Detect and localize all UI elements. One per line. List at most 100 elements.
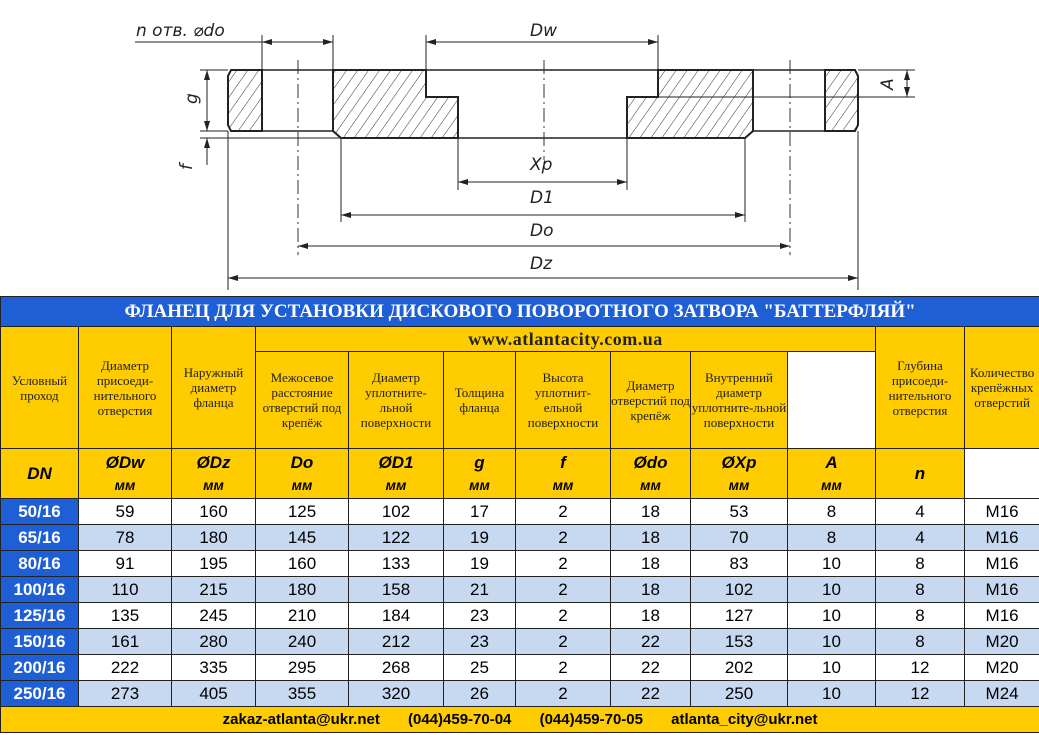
unit: мм: [728, 476, 750, 493]
value-cell: 10: [787, 550, 876, 577]
value-cell: 4: [875, 498, 965, 525]
column-header: Диаметр уплотните-льной поверхности: [348, 351, 444, 449]
value-cell: 250: [690, 680, 788, 707]
value-cell: 2: [515, 628, 611, 655]
value-cell: 2: [515, 576, 611, 603]
unit: мм: [114, 476, 136, 493]
value-cell: 245: [171, 602, 256, 629]
table-row: 100/16 110 215 180 158 21 2 18 102 10 8 M16: [0, 576, 1039, 603]
value-cell: 280: [171, 628, 256, 655]
value-cell: 212: [348, 628, 444, 655]
table-row: 80/16 91 195 160 133 19 2 18 83 10 8 M16: [0, 550, 1039, 577]
value-cell: 405: [171, 680, 256, 707]
column-symbol: ØD1 мм: [348, 448, 444, 499]
value-cell: 4: [875, 524, 965, 551]
value-cell: 18: [610, 498, 691, 525]
column-header: Глубина присоеди-нительного отверстия: [875, 326, 965, 449]
dn-cell: 100/16: [0, 576, 79, 603]
value-cell: 10: [787, 628, 876, 655]
column-header: Наружный диаметр фланца: [171, 326, 256, 449]
value-cell: 102: [348, 498, 444, 525]
table-row: 65/16 78 180 145 122 19 2 18 70 8 4 M16: [0, 524, 1039, 551]
value-cell: 70: [690, 524, 788, 551]
value-cell: 8: [875, 550, 965, 577]
symbol: Do: [290, 452, 314, 472]
xp-label: Xp: [529, 155, 553, 175]
email-link-2[interactable]: atlanta_city@ukr.net: [671, 711, 818, 728]
value-cell: 210: [255, 602, 349, 629]
email-link[interactable]: zakaz-atlanta@ukr.net: [222, 711, 380, 728]
table-row: 200/16 222 335 295 268 25 2 22 202 10 12 M20: [0, 654, 1039, 681]
value-cell: 135: [78, 602, 172, 629]
flange-drawing: n отв. ⌀do Dw g f A Xp D1 Do Dz: [135, 21, 915, 290]
value-cell: 184: [348, 602, 444, 629]
value-cell: 10: [787, 602, 876, 629]
flange-table: ФЛАНЕЦ ДЛЯ УСТАНОВКИ ДИСКОВОГО ПОВОРОТНО…: [0, 296, 1039, 733]
dn-cell: 250/16: [0, 680, 79, 707]
value-cell: 295: [255, 654, 349, 681]
unit: мм: [821, 476, 842, 493]
column-symbol: g мм: [443, 448, 516, 499]
value-cell: 110: [78, 576, 172, 603]
do-label: Do: [530, 221, 554, 241]
column-header: Диаметр отверстий под крепёж: [610, 351, 691, 449]
value-cell: 2: [515, 602, 611, 629]
website-url[interactable]: www.atlantacity.com.ua: [255, 326, 876, 352]
value-cell: 18: [610, 550, 691, 577]
value-cell: 18: [610, 602, 691, 629]
value-cell: 158: [348, 576, 444, 603]
value-cell: 2: [515, 654, 611, 681]
dw-label: Dw: [530, 21, 557, 41]
value-cell: 18: [610, 524, 691, 551]
value-cell: 240: [255, 628, 349, 655]
symbol: g: [474, 452, 485, 472]
dn-cell: 50/16: [0, 498, 79, 525]
dn-cell: 125/16: [0, 602, 79, 629]
unit: мм: [291, 476, 313, 493]
symbol: Ødo: [633, 452, 668, 472]
contacts-footer: zakaz-atlanta@ukr.net (044)459-70-04 (04…: [0, 706, 1039, 733]
value-cell: 160: [171, 498, 256, 525]
value-cell: 320: [348, 680, 444, 707]
value-cell: 21: [443, 576, 516, 603]
value-cell: 26: [443, 680, 516, 707]
value-cell: 10: [787, 654, 876, 681]
value-cell: 127: [690, 602, 788, 629]
value-cell: 102: [690, 576, 788, 603]
column-header: Условный проход: [0, 326, 79, 449]
value-cell: 2: [515, 524, 611, 551]
value-cell: 19: [443, 524, 516, 551]
f-label: f: [177, 161, 197, 170]
value-cell: M16: [963, 602, 1039, 629]
symbol: ØDw: [105, 452, 145, 472]
value-cell: 10: [787, 576, 876, 603]
value-cell: M16: [963, 550, 1039, 577]
value-cell: 202: [690, 654, 788, 681]
table-title: ФЛАНЕЦ ДЛЯ УСТАНОВКИ ДИСКОВОГО ПОВОРОТНО…: [0, 296, 1039, 327]
holes-label: n отв. ⌀do: [136, 21, 225, 41]
flange-section: [227, 69, 859, 139]
column-symbol: DN: [0, 448, 79, 499]
value-cell: 273: [78, 680, 172, 707]
value-cell: 59: [78, 498, 172, 525]
value-cell: 355: [255, 680, 349, 707]
table-row: 150/16 161 280 240 212 23 2 22 153 10 8 M20: [0, 628, 1039, 655]
value-cell: 125: [255, 498, 349, 525]
value-cell: M16: [963, 498, 1039, 525]
column-symbol: ØXp мм: [690, 448, 788, 499]
value-cell: 53: [690, 498, 788, 525]
value-cell: 8: [875, 576, 965, 603]
value-cell: 2: [515, 680, 611, 707]
value-cell: 12: [875, 654, 965, 681]
symbol: A: [825, 452, 838, 472]
table-row: 125/16 135 245 210 184 23 2 18 127 10 8 M16: [0, 602, 1039, 629]
unit: мм: [203, 476, 224, 493]
value-cell: 22: [610, 654, 691, 681]
column-header: Внутренний диаметр уплотните-льной повер…: [690, 351, 788, 449]
value-cell: 160: [255, 550, 349, 577]
a-label: A: [878, 78, 898, 91]
value-cell: 12: [875, 680, 965, 707]
value-cell: 8: [787, 498, 876, 525]
unit: мм: [640, 476, 661, 493]
column-symbol: Ødo мм: [610, 448, 691, 499]
